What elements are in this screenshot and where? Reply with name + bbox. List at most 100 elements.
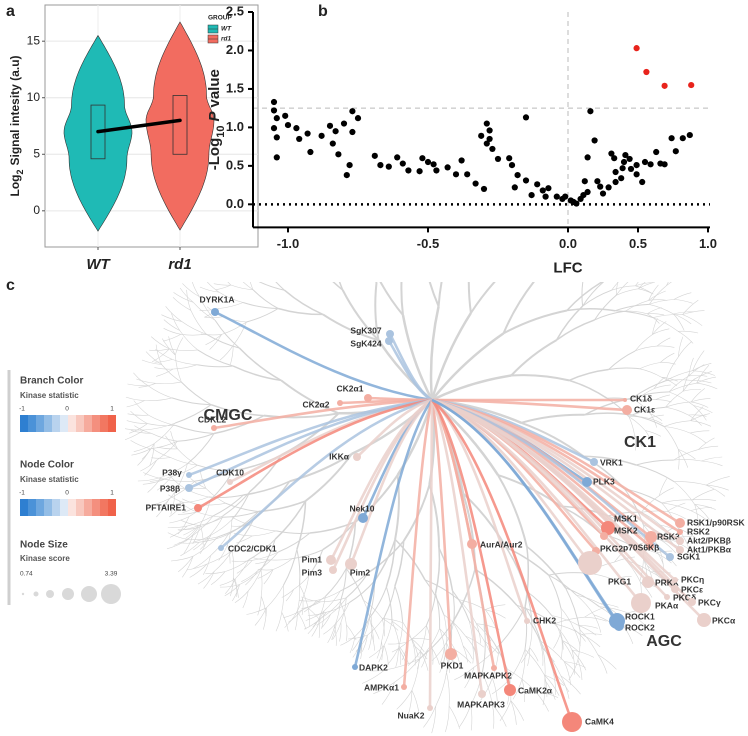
kinase-node [664,594,670,600]
tree-branch [172,359,198,365]
tree-branch [381,682,395,705]
tree-branch [125,396,145,401]
tree-branch [185,527,199,542]
tree-branch [371,135,379,165]
tree-branch [201,333,222,336]
kinase-node [211,425,217,431]
point [620,158,628,166]
tree-branch [629,205,649,212]
tree-branch [455,136,472,159]
tree-branch [706,484,729,491]
tree-branch [411,638,419,658]
point [633,45,640,52]
tree-branch [633,261,639,278]
tree-branch [524,546,530,608]
tree-branch [333,179,339,207]
legend-cell [60,499,68,516]
point [478,132,485,139]
tree-branch [252,530,277,537]
tree-branch [341,164,344,188]
tree-branch [682,299,699,315]
kinase-node [675,518,685,528]
tree-branch [657,527,674,540]
point [444,164,451,171]
colored-branch [430,399,484,695]
point [581,178,588,185]
tree-branch [163,334,182,342]
point [661,161,668,168]
tree-branch [295,189,311,212]
tree-branch [336,602,350,623]
kinase-label: PKG2 [600,543,623,553]
legend-tick: 0 [65,406,69,413]
kinase-label: Akt2/PKBβ [687,535,731,545]
point [270,98,278,106]
tree-branch [189,563,208,578]
tree-branch [394,538,426,581]
tree-branch [423,123,433,140]
tree-branch [472,137,482,160]
tree-branch [311,190,326,198]
tree-branch [653,377,665,389]
tree-branch [422,121,423,140]
tree-branch [339,622,342,642]
tree-branch [394,128,410,140]
tree-branch [317,159,333,172]
tree-branch [281,585,285,613]
tree-branch [151,433,178,442]
tree-branch [467,116,474,146]
tree-branch [636,218,656,226]
y-tick-label: 0.5 [226,157,244,172]
tree-branch [173,292,194,303]
legend-tick: 1 [110,490,114,497]
tree-branch [155,381,182,385]
tree-branch [555,305,584,341]
kinase-node [504,684,516,696]
tree-branch [648,414,664,419]
tree-branch [678,449,696,460]
tree-branch [418,140,423,165]
tree-branch [172,297,191,311]
point [296,135,303,143]
tree-branch [223,491,251,516]
tree-branch [566,308,616,312]
y-tick-label: 2.0 [226,42,244,57]
tree-branch [621,252,629,270]
x-tick-label: 1.0 [699,236,717,251]
tree-branch [660,362,676,365]
tree-branch [272,558,293,570]
point [618,175,625,182]
tree-branch [223,511,259,518]
tree-branch [339,568,347,602]
tree-branch [554,616,585,625]
tree-branch [161,314,182,322]
tree-branch [381,641,383,661]
tree-branch [673,292,692,300]
tree-branch [691,398,711,403]
tree-branch [692,498,717,501]
tree-branch [458,599,477,624]
kinase-node [677,529,683,535]
tree-branch [214,550,233,572]
tree-branch [392,110,394,131]
kinase-node [427,705,433,711]
point [611,155,618,162]
point [591,137,598,144]
tree-branch [367,173,374,188]
point [633,171,640,178]
tree-branch [529,624,533,648]
kinase-node [364,394,372,402]
kinase-label: IKKα [329,451,350,461]
tree-branch [389,218,398,246]
tree-branch [193,537,209,551]
tree-branch [433,118,448,131]
kinase-node [337,400,343,406]
tree-branch [682,378,696,392]
tree-branch [329,168,344,188]
y-tick-label: 0 [33,203,40,217]
legend-cell [84,499,92,516]
tree-branch [157,446,178,450]
tree-branch [199,534,229,543]
tree-branch [625,209,630,228]
violin [145,21,215,231]
